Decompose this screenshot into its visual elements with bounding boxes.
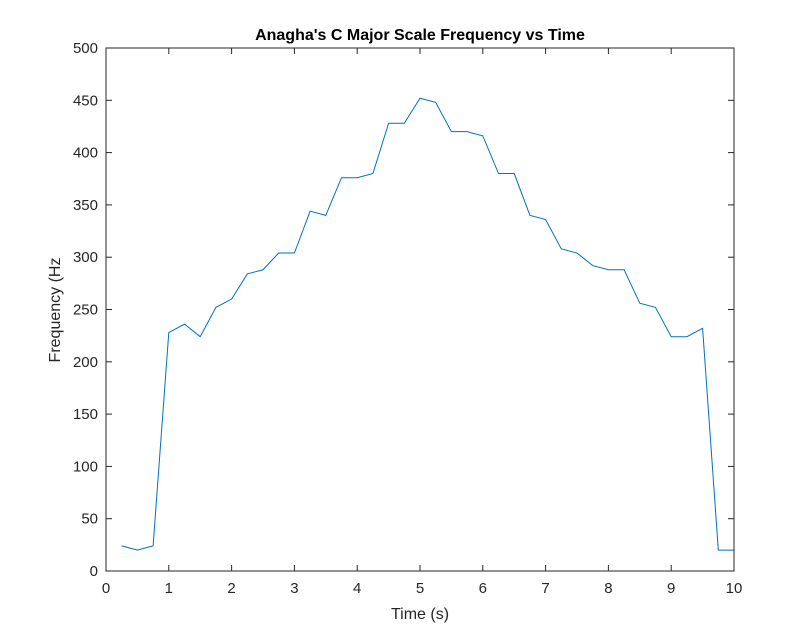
x-tick-label: 4 — [353, 580, 361, 597]
series-layer — [121, 97, 734, 551]
y-tick-label: 100 — [73, 458, 98, 475]
x-axis-label: Time (s) — [391, 606, 449, 623]
y-tick-label: 500 — [73, 40, 98, 57]
y-tick-label: 200 — [73, 354, 98, 371]
x-tick-label: 7 — [541, 580, 549, 597]
x-tick-label: 6 — [479, 580, 487, 597]
y-tick-label: 350 — [73, 197, 98, 214]
y-tick-label: 450 — [73, 92, 98, 109]
y-tick-label: 50 — [81, 511, 98, 528]
chart-title: Anagha's C Major Scale Frequency vs Time — [255, 27, 585, 44]
y-tick-label: 300 — [73, 249, 98, 266]
x-tick-label: 5 — [416, 580, 424, 597]
x-tick-label: 3 — [290, 580, 298, 597]
y-tick-label: 0 — [90, 563, 98, 580]
x-tick-label: 9 — [667, 580, 675, 597]
y-tick-label: 150 — [73, 406, 98, 423]
x-tick-label: 1 — [165, 580, 173, 597]
x-tick-label: 0 — [102, 580, 110, 597]
y-axis-label: Frequency (Hz — [47, 258, 64, 363]
x-tick-label: 10 — [726, 580, 743, 597]
series-line-0 — [121, 97, 734, 551]
x-tick-label: 8 — [604, 580, 612, 597]
y-tick-label: 250 — [73, 302, 98, 319]
y-tick-label: 400 — [73, 145, 98, 162]
ticks-layer: 0 1 2 3 4 5 6 7 8 9 100501001502002503003504004505… — [73, 40, 742, 597]
plot-area-frame — [105, 47, 735, 572]
x-tick-label: 2 — [227, 580, 235, 597]
